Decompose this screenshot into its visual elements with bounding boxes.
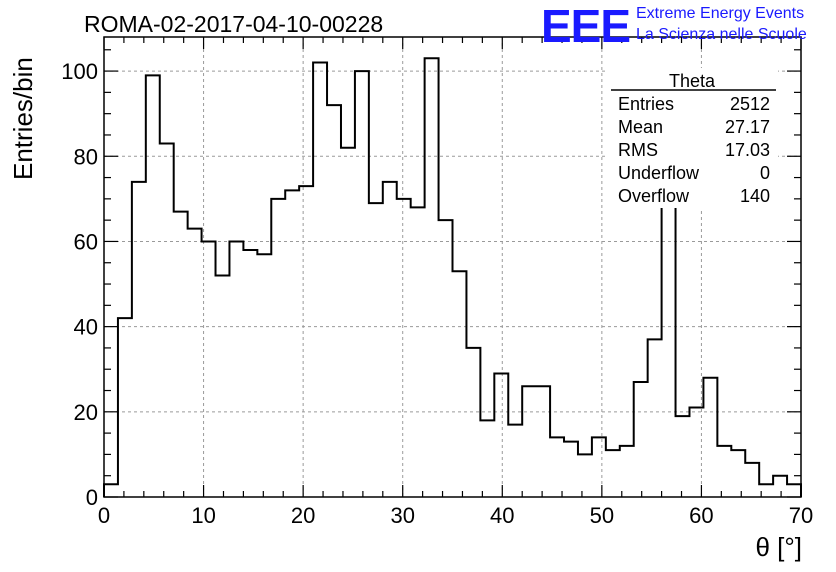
x-tick-label: 20 [291, 503, 315, 528]
stats-row-label: RMS [618, 140, 658, 160]
y-tick-label: 0 [86, 485, 98, 510]
stats-row-label: Overflow [618, 186, 690, 206]
stats-row-label: Underflow [618, 163, 700, 183]
y-axis: 0 20 40 60 80 100 [61, 49, 801, 510]
x-tick-label: 60 [689, 503, 713, 528]
logo-mark: EEE [541, 0, 630, 52]
stats-row-value: 0 [760, 163, 770, 183]
x-tick-label: 40 [490, 503, 514, 528]
stats-row-label: Mean [618, 117, 663, 137]
grid-lines [104, 37, 801, 497]
stats-row-label: Entries [618, 94, 674, 114]
stats-box: Theta Entries 2512 Mean 27.17 RMS 17.03 Underf… [606, 68, 778, 208]
x-axis: 0 10 20 30 40 50 60 70 [98, 37, 813, 528]
stats-box-background [606, 68, 778, 208]
stats-rows: Entries 2512 Mean 27.17 RMS 17.03 Underflow 0 Ov… [618, 94, 770, 206]
stats-row-value: 2512 [730, 94, 770, 114]
stats-row-value: 27.17 [725, 117, 770, 137]
histogram-series [103, 57, 802, 497]
y-tick-label: 40 [74, 315, 98, 340]
x-tick-label: 0 [98, 503, 110, 528]
logo-line-2: La Scienza nelle Scuole [636, 26, 807, 43]
logo-line-1: Extreme Energy Events [636, 5, 804, 22]
logo: EEE Extreme Energy Events La Scienza nel… [541, 0, 807, 52]
chart-title: ROMA-02-2017-04-10-00228 [84, 11, 383, 37]
stats-row-value: 140 [740, 186, 770, 206]
y-axis-label: Entries/bin [8, 57, 38, 180]
stats-row-value: 17.03 [725, 140, 770, 160]
x-tick-label: 10 [191, 503, 215, 528]
y-tick-label: 20 [74, 400, 98, 425]
x-tick-label: 50 [590, 503, 614, 528]
x-tick-label: 70 [789, 503, 813, 528]
y-tick-label: 100 [61, 59, 98, 84]
stats-title: Theta [669, 71, 716, 91]
x-axis-label: θ [°] [755, 532, 802, 562]
plot-frame [103, 36, 802, 498]
y-tick-label: 80 [74, 144, 98, 169]
y-tick-label: 60 [74, 229, 98, 254]
x-tick-label: 30 [390, 503, 414, 528]
